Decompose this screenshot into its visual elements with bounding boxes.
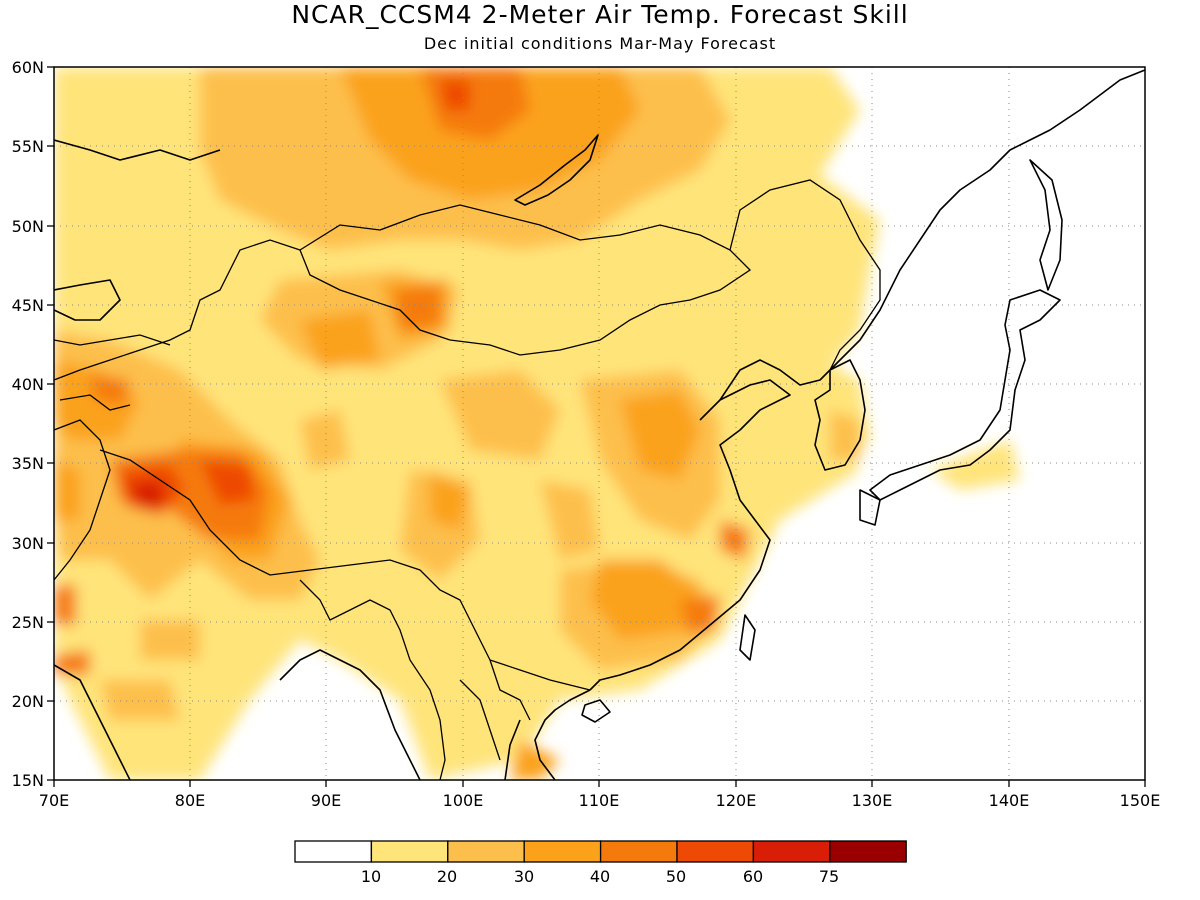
legend-swatch xyxy=(829,840,907,863)
legend-swatch xyxy=(294,840,373,863)
lat-tick-label: 50N xyxy=(12,217,44,236)
lat-tick-label: 15N xyxy=(12,771,44,790)
lon-tick-label: 70E xyxy=(39,791,69,810)
longitude-labels: 70E 80E 90E 100E 110E 120E 130E 140E 150… xyxy=(39,791,1161,810)
legend-tick-label: 40 xyxy=(590,867,610,886)
legend-swatch xyxy=(523,840,602,863)
legend-swatch xyxy=(599,840,678,863)
lon-tick-label: 100E xyxy=(443,791,484,810)
lon-tick-label: 90E xyxy=(311,791,341,810)
legend-tick-label: 10 xyxy=(361,867,381,886)
skill-shading xyxy=(54,67,1020,780)
lat-tick-label: 20N xyxy=(12,692,44,711)
tick-marks xyxy=(47,66,1146,787)
latitude-labels: 15N 20N 25N 30N 35N 40N 45N 50N 55N 60N xyxy=(12,58,44,790)
lat-tick-label: 40N xyxy=(12,375,44,394)
lon-tick-label: 150E xyxy=(1120,791,1161,810)
legend-tick-label: 60 xyxy=(743,867,763,886)
coastlines xyxy=(54,69,1145,780)
legend-swatch xyxy=(676,840,755,863)
lat-tick-label: 60N xyxy=(12,58,44,77)
lon-tick-label: 130E xyxy=(852,791,893,810)
map-subtitle: Dec initial conditions Mar-May Forecast xyxy=(423,34,777,53)
legend-tick-label: 50 xyxy=(666,867,686,886)
legend-tick-label: 30 xyxy=(514,867,534,886)
legend-tick-label: 20 xyxy=(437,867,457,886)
lon-tick-label: 110E xyxy=(579,791,620,810)
legend-tick-label: 75 xyxy=(819,867,839,886)
lon-tick-label: 140E xyxy=(989,791,1030,810)
lat-tick-label: 55N xyxy=(12,137,44,156)
legend-swatch xyxy=(370,840,449,863)
map-title: NCAR_CCSM4 2-Meter Air Temp. Forecast Sk… xyxy=(291,0,909,29)
lat-tick-label: 25N xyxy=(12,613,44,632)
legend-swatch xyxy=(447,840,525,863)
color-bar-labels: 10 20 30 40 50 60 75 xyxy=(361,867,839,886)
lat-tick-label: 45N xyxy=(12,296,44,315)
color-bar-legend xyxy=(294,840,907,863)
lon-tick-label: 80E xyxy=(175,791,205,810)
lon-tick-label: 120E xyxy=(716,791,757,810)
country-borders xyxy=(54,179,881,780)
legend-swatch xyxy=(752,840,831,863)
map-gridlines xyxy=(54,67,1145,780)
lat-tick-label: 30N xyxy=(12,534,44,553)
lat-tick-label: 35N xyxy=(12,454,44,473)
